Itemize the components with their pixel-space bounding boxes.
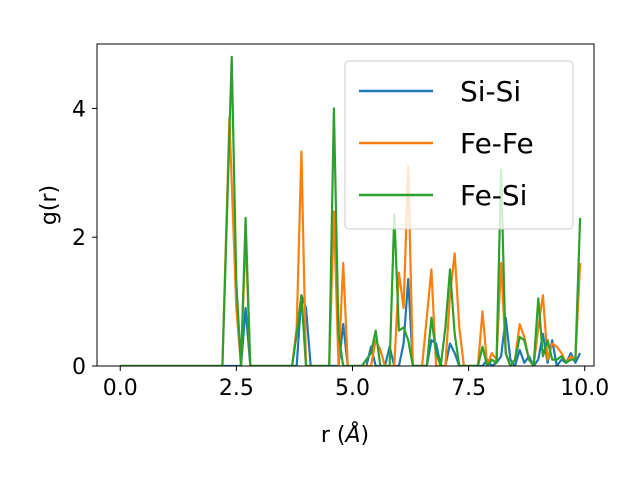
x-axis-label: r (Å) <box>321 421 369 448</box>
y-tick-label: 0 <box>72 355 86 380</box>
legend-box <box>344 60 574 230</box>
legend: Si-Si Fe-Fe Fe-Si <box>344 60 574 230</box>
x-tick-label: 0.0 <box>103 376 138 401</box>
y-tick-label: 2 <box>72 226 86 251</box>
series-layer <box>120 55 582 366</box>
x-axis-ticks: 0.0 2.5 5.0 7.5 10.0 <box>103 366 609 401</box>
x-tick-label: 7.5 <box>451 376 486 401</box>
series-line-fe-si <box>120 55 582 366</box>
y-axis-label: g(r) <box>37 185 62 225</box>
legend-label-fe-si: Fe-Si <box>460 179 527 212</box>
series-line-fe-fe <box>120 117 582 366</box>
y-tick-label: 4 <box>72 97 86 122</box>
legend-label-fe-fe: Fe-Fe <box>460 127 534 160</box>
x-tick-label: 10.0 <box>560 376 609 401</box>
series-line-si-si <box>120 278 582 366</box>
y-axis-ticks: 0 2 4 <box>72 97 97 380</box>
x-tick-label: 5.0 <box>335 376 370 401</box>
plot-frame <box>96 43 595 367</box>
legend-label-si-si: Si-Si <box>460 75 521 108</box>
x-tick-label: 2.5 <box>219 376 254 401</box>
